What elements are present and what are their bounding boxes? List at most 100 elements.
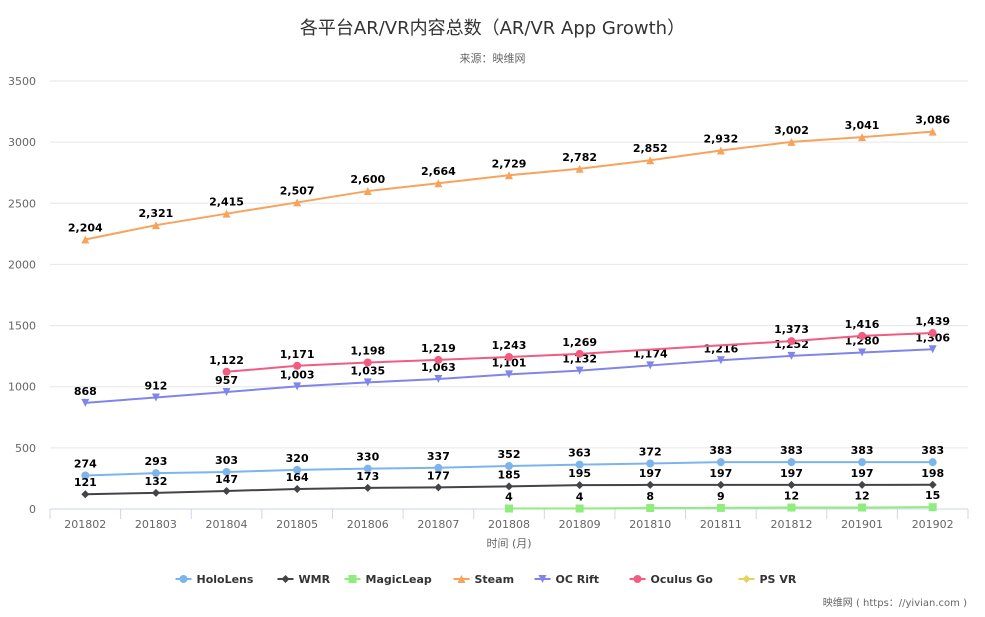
data-point-hololens[interactable] [434, 463, 443, 472]
data-point-steam[interactable] [928, 127, 937, 136]
data-point-steam[interactable] [81, 235, 90, 244]
data-point-steam[interactable] [716, 146, 725, 155]
data-point-oculus-go[interactable] [575, 349, 584, 358]
data-point-steam[interactable] [575, 164, 584, 173]
data-point-wmr[interactable] [787, 480, 796, 489]
data-point-steam[interactable] [151, 221, 160, 230]
data-point-steam[interactable] [222, 209, 231, 218]
data-point-wmr[interactable] [81, 490, 90, 499]
data-point-steam[interactable] [787, 137, 796, 146]
data-label-oc-rift: 1,101 [492, 356, 527, 369]
legend-marker-steam[interactable] [457, 575, 466, 583]
legend-marker-oculus-go[interactable] [633, 575, 642, 583]
data-point-oculus-go[interactable] [505, 352, 513, 361]
data-label-hololens: 383 [780, 444, 803, 457]
data-label-hololens: 383 [709, 444, 732, 457]
data-point-oculus-go[interactable] [293, 361, 302, 370]
data-point-wmr[interactable] [646, 480, 655, 489]
data-label-oc-rift: 868 [74, 385, 97, 398]
legend-item-hololens[interactable]: HoloLens [197, 573, 254, 586]
legend-item-oculus-go[interactable]: Oculus Go [651, 573, 714, 586]
credit-link[interactable]: 映维网 ( https：//yivian.com ) [822, 598, 967, 609]
data-point-oc-rift[interactable] [787, 351, 796, 360]
data-point-hololens[interactable] [716, 458, 725, 467]
data-point-steam[interactable] [646, 156, 655, 165]
data-label-wmr: 185 [498, 468, 521, 481]
data-point-oc-rift[interactable] [81, 398, 90, 407]
data-point-wmr[interactable] [293, 484, 302, 493]
data-point-wmr[interactable] [151, 488, 160, 497]
legend-marker-wmr[interactable] [281, 575, 290, 583]
data-point-wmr[interactable] [716, 480, 725, 489]
data-point-oc-rift[interactable] [151, 393, 160, 402]
data-point-wmr[interactable] [928, 480, 937, 489]
data-point-wmr[interactable] [363, 483, 372, 492]
data-point-magicleap[interactable] [505, 504, 513, 513]
data-point-oculus-go[interactable] [858, 331, 867, 340]
data-point-magicleap[interactable] [716, 503, 725, 512]
data-point-magicleap[interactable] [928, 503, 937, 512]
legend-item-ps-vr[interactable]: PS VR [760, 573, 797, 586]
x-tick-label: 201810 [629, 518, 671, 531]
data-point-oc-rift[interactable] [646, 361, 655, 370]
data-point-steam[interactable] [293, 198, 302, 207]
data-point-wmr[interactable] [434, 483, 443, 492]
data-point-wmr[interactable] [575, 481, 584, 490]
legend-item-steam[interactable]: Steam [475, 573, 515, 586]
data-point-hololens[interactable] [222, 467, 231, 476]
legend-item-wmr[interactable]: WMR [299, 573, 331, 586]
data-label-hololens: 274 [74, 457, 97, 470]
data-label-hololens: 293 [144, 455, 167, 468]
data-point-hololens[interactable] [363, 464, 372, 473]
data-point-oculus-go[interactable] [363, 358, 372, 367]
data-point-hololens[interactable] [928, 458, 937, 467]
data-label-wmr: 121 [74, 476, 97, 489]
legend-marker-ps-vr[interactable] [742, 575, 751, 583]
data-point-oc-rift[interactable] [222, 387, 231, 396]
data-point-steam[interactable] [434, 179, 443, 188]
data-point-hololens[interactable] [787, 458, 796, 467]
legend-marker-oc-rift[interactable] [538, 575, 547, 583]
data-point-wmr[interactable] [505, 482, 513, 491]
data-point-hololens[interactable] [646, 459, 655, 468]
data-point-oc-rift[interactable] [293, 382, 302, 391]
data-point-steam[interactable] [505, 171, 513, 180]
data-point-magicleap[interactable] [858, 503, 867, 512]
data-point-wmr[interactable] [858, 480, 867, 489]
data-point-steam[interactable] [858, 133, 867, 142]
legend-marker-magicleap[interactable] [348, 575, 357, 583]
data-label-hololens: 320 [286, 452, 309, 465]
data-point-oc-rift[interactable] [363, 378, 372, 387]
data-label-steam: 2,729 [492, 157, 527, 170]
data-point-magicleap[interactable] [646, 504, 655, 513]
x-tick-label: 201804 [206, 518, 248, 531]
data-point-oc-rift[interactable] [434, 375, 443, 384]
data-point-oc-rift[interactable] [858, 348, 867, 357]
data-point-steam[interactable] [363, 187, 372, 196]
data-point-wmr[interactable] [222, 487, 231, 496]
data-point-oc-rift[interactable] [716, 356, 725, 365]
data-point-oculus-go[interactable] [434, 355, 443, 364]
data-point-hololens[interactable] [575, 460, 584, 469]
data-label-hololens: 383 [921, 444, 944, 457]
data-point-oculus-go[interactable] [222, 367, 231, 376]
y-tick-label: 500 [15, 442, 36, 455]
data-label-oc-rift: 1,306 [915, 331, 950, 344]
data-point-oc-rift[interactable] [928, 345, 937, 354]
data-point-oculus-go[interactable] [928, 329, 937, 338]
data-point-oc-rift[interactable] [575, 366, 584, 375]
data-point-magicleap[interactable] [787, 503, 796, 512]
legend-item-oc-rift[interactable]: OC Rift [556, 573, 600, 586]
data-point-oc-rift[interactable] [505, 370, 513, 379]
legend-item-magicleap[interactable]: MagicLeap [366, 573, 432, 586]
data-point-hololens[interactable] [81, 471, 90, 480]
data-point-magicleap[interactable] [575, 504, 584, 513]
data-point-hololens[interactable] [505, 461, 513, 470]
data-label-steam: 3,086 [915, 114, 950, 127]
legend-marker-hololens[interactable] [179, 575, 188, 583]
data-point-hololens[interactable] [293, 465, 302, 474]
data-point-hololens[interactable] [151, 469, 160, 478]
data-point-oculus-go[interactable] [787, 337, 796, 346]
data-point-hololens[interactable] [858, 458, 867, 467]
